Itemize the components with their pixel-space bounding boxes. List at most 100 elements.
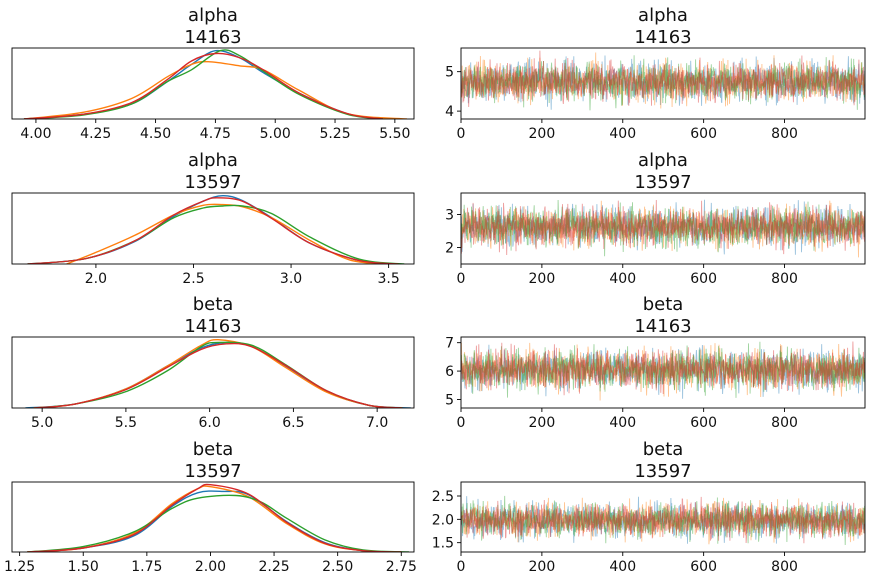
trace-line-chain-1 <box>461 200 865 258</box>
density-line-chain-0 <box>25 341 411 408</box>
plot-area <box>25 338 411 408</box>
axes-frame <box>460 481 866 553</box>
y-tick-label: 5 <box>445 392 454 408</box>
x-tick-label: 1.25 <box>4 559 35 575</box>
panel-title-coord: 14163 <box>184 316 241 337</box>
trace-line-chain-0 <box>461 496 865 544</box>
x-tick-label: 0 <box>457 415 466 431</box>
x-tick-label: 600 <box>690 415 717 431</box>
y-tick-label: 4 <box>445 104 454 120</box>
x-tick-label: 2.00 <box>195 559 226 575</box>
axes-frame <box>460 192 866 265</box>
panel-title-variable: beta <box>643 294 684 315</box>
panel-title-coord: 13597 <box>634 172 691 193</box>
x-tick-label: 0 <box>457 559 466 575</box>
trace-line-chain-0 <box>461 55 865 110</box>
density-line-chain-3 <box>27 483 402 552</box>
x-tick-label: 2.0 <box>85 271 107 287</box>
density-line-chain-0 <box>27 490 402 552</box>
x-tick-label: 4.00 <box>20 126 51 142</box>
y-tick-label: 3 <box>445 207 454 223</box>
panel-title-variable: beta <box>193 294 234 315</box>
panel-title-variable: beta <box>193 439 234 460</box>
x-tick-label: 400 <box>609 559 636 575</box>
axes-frame <box>11 192 415 265</box>
x-tick-label: 3.5 <box>377 271 399 287</box>
axes-frame <box>460 336 866 409</box>
plot-area <box>461 495 865 546</box>
x-tick-label: 2.5 <box>182 271 204 287</box>
panel-title-variable: beta <box>643 439 684 460</box>
x-tick-label: 0 <box>457 271 466 287</box>
x-tick-label: 800 <box>771 415 798 431</box>
density-line-chain-2 <box>33 341 403 408</box>
plot-area <box>27 194 405 264</box>
y-tick-label: 2.0 <box>432 512 454 528</box>
axes-frame <box>11 336 415 409</box>
trace-line-chain-1 <box>461 342 865 401</box>
axes-frame <box>460 47 866 120</box>
x-tick-label: 400 <box>609 415 636 431</box>
density-line-chain-1 <box>66 203 389 264</box>
plot-area <box>27 483 409 552</box>
x-tick-label: 3.0 <box>280 271 302 287</box>
y-tick-label: 2.5 <box>432 489 454 505</box>
x-tick-label: 5.5 <box>115 415 137 431</box>
x-tick-label: 2.50 <box>322 559 353 575</box>
density-line-chain-1 <box>33 338 403 408</box>
trace-line-chain-2 <box>461 55 865 111</box>
density-line-chain-2 <box>23 49 383 119</box>
trace-line-chain-3 <box>461 199 865 256</box>
y-tick-label: 2 <box>445 240 454 256</box>
x-tick-label: 200 <box>529 415 556 431</box>
x-tick-label: 1.50 <box>68 559 99 575</box>
x-tick-label: 800 <box>771 271 798 287</box>
x-tick-label: 0 <box>457 126 466 142</box>
trace-line-chain-3 <box>461 50 865 108</box>
trace-line-chain-3 <box>461 341 865 396</box>
x-tick-label: 5.0 <box>31 415 53 431</box>
panel-title-coord: 14163 <box>634 316 691 337</box>
trace-line-chain-2 <box>461 341 865 398</box>
x-tick-label: 5.25 <box>319 126 350 142</box>
x-tick-label: 6.0 <box>199 415 221 431</box>
x-tick-label: 200 <box>529 271 556 287</box>
axes-frame <box>11 47 415 120</box>
x-tick-label: 800 <box>771 559 798 575</box>
x-tick-label: 4.50 <box>140 126 171 142</box>
panel-title-variable: alpha <box>638 5 688 26</box>
trace-line-chain-0 <box>461 344 865 399</box>
x-tick-label: 2.25 <box>258 559 289 575</box>
panel-title-coord: 14163 <box>184 27 241 48</box>
x-tick-label: 600 <box>690 559 717 575</box>
panel-title-variable: alpha <box>638 150 688 171</box>
trace-line-chain-2 <box>461 495 865 546</box>
x-tick-label: 4.25 <box>80 126 111 142</box>
x-tick-label: 600 <box>690 126 717 142</box>
plot-area <box>461 50 865 111</box>
density-line-chain-3 <box>33 342 403 408</box>
y-tick-label: 1.5 <box>432 536 454 552</box>
plot-area <box>23 49 407 119</box>
y-tick-label: 7 <box>445 336 454 352</box>
x-tick-label: 2.75 <box>386 559 417 575</box>
x-tick-label: 400 <box>609 271 636 287</box>
y-tick-label: 6 <box>445 364 454 380</box>
trace-line-chain-1 <box>461 497 865 545</box>
x-tick-label: 200 <box>529 559 556 575</box>
panel-title-coord: 13597 <box>184 461 241 482</box>
x-tick-label: 5.00 <box>260 126 291 142</box>
density-line-chain-3 <box>23 52 384 119</box>
x-tick-label: 4.75 <box>200 126 231 142</box>
panel-title-coord: 13597 <box>634 461 691 482</box>
x-tick-label: 7.0 <box>366 415 388 431</box>
x-tick-label: 200 <box>529 126 556 142</box>
